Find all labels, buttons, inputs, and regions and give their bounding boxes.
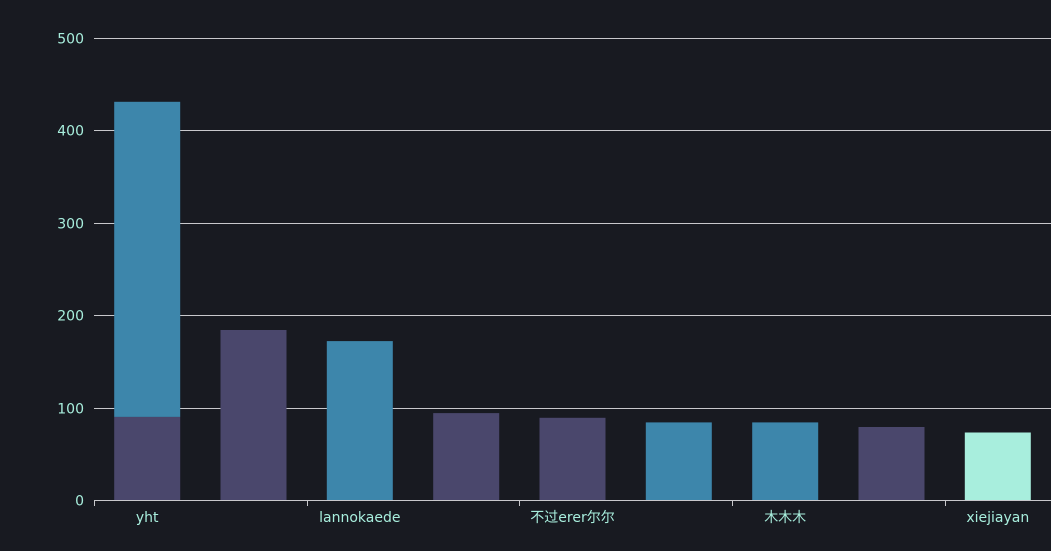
grid-lines bbox=[94, 38, 1051, 409]
bar-1-segment-0[interactable] bbox=[220, 330, 287, 500]
bar-4-segment-0[interactable] bbox=[539, 417, 606, 500]
x-tick-label-0: yht bbox=[136, 510, 159, 526]
bar-7-segment-0[interactable] bbox=[858, 427, 925, 500]
x-tick-labels: yht lannokaede 不过erer尔尔 木木木 xiejiayan bbox=[136, 510, 1029, 526]
bar-5-segment-0[interactable] bbox=[645, 422, 712, 500]
bar-3-segment-0[interactable] bbox=[433, 413, 500, 500]
y-tick-label-500: 500 bbox=[57, 32, 84, 48]
bar-2-segment-0[interactable] bbox=[326, 341, 393, 500]
bars bbox=[114, 101, 1031, 501]
bar-8-segment-0[interactable] bbox=[964, 432, 1031, 501]
bar-0-segment-0[interactable] bbox=[114, 416, 181, 500]
x-tick-label-2: lannokaede bbox=[319, 510, 400, 526]
y-tick-label-200: 200 bbox=[57, 309, 84, 325]
y-tick-label-300: 300 bbox=[57, 217, 84, 233]
x-tick-label-6: 木木木 bbox=[764, 510, 806, 526]
x-tick-label-4: 不过erer尔尔 bbox=[530, 510, 614, 526]
bar-0-segment-1[interactable] bbox=[114, 101, 181, 417]
x-tick-label-8: xiejiayan bbox=[966, 510, 1029, 526]
y-tick-label-0: 0 bbox=[75, 494, 84, 510]
y-tick-label-100: 100 bbox=[57, 402, 84, 418]
bar-6-segment-0[interactable] bbox=[752, 422, 819, 500]
axes bbox=[94, 500, 1051, 506]
y-tick-labels: 0 100 200 300 400 500 bbox=[57, 32, 84, 510]
y-tick-label-400: 400 bbox=[57, 124, 84, 140]
